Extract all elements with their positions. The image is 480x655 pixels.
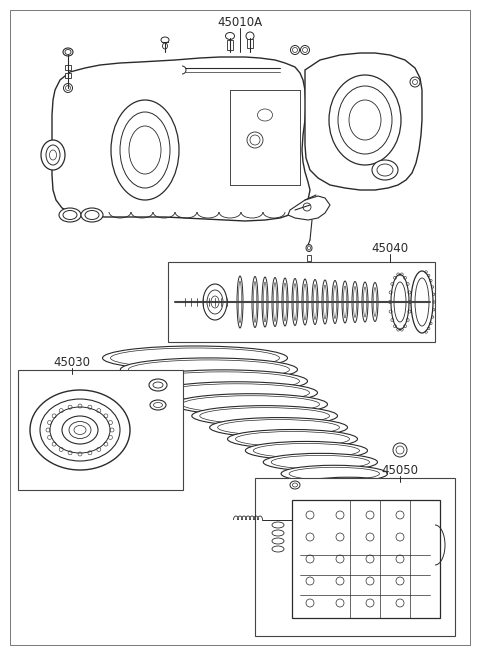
Ellipse shape bbox=[290, 481, 300, 489]
Ellipse shape bbox=[245, 441, 368, 460]
Ellipse shape bbox=[394, 282, 406, 322]
Ellipse shape bbox=[372, 282, 378, 322]
Polygon shape bbox=[305, 53, 422, 190]
Ellipse shape bbox=[282, 278, 288, 326]
Ellipse shape bbox=[391, 274, 409, 329]
Ellipse shape bbox=[237, 276, 243, 328]
Ellipse shape bbox=[41, 140, 65, 170]
Ellipse shape bbox=[138, 370, 308, 392]
Ellipse shape bbox=[192, 405, 337, 426]
Ellipse shape bbox=[272, 546, 284, 552]
Ellipse shape bbox=[161, 37, 169, 43]
Circle shape bbox=[393, 443, 407, 457]
Bar bbox=[292, 500, 440, 618]
Ellipse shape bbox=[329, 75, 401, 165]
Ellipse shape bbox=[163, 43, 168, 49]
Bar bbox=[18, 370, 183, 490]
Bar bbox=[65, 65, 71, 70]
Ellipse shape bbox=[246, 32, 254, 40]
Text: 45030: 45030 bbox=[53, 356, 91, 369]
Polygon shape bbox=[168, 262, 435, 342]
Ellipse shape bbox=[312, 280, 318, 324]
Text: 45040: 45040 bbox=[372, 242, 408, 255]
Ellipse shape bbox=[281, 465, 387, 482]
Ellipse shape bbox=[272, 278, 278, 326]
Ellipse shape bbox=[59, 208, 81, 222]
Ellipse shape bbox=[30, 390, 130, 470]
Ellipse shape bbox=[149, 379, 167, 391]
Polygon shape bbox=[288, 196, 330, 220]
Bar bbox=[307, 255, 311, 261]
Ellipse shape bbox=[120, 358, 298, 381]
Ellipse shape bbox=[174, 394, 327, 415]
Ellipse shape bbox=[81, 208, 103, 222]
Ellipse shape bbox=[63, 83, 72, 92]
Ellipse shape bbox=[306, 244, 312, 252]
Ellipse shape bbox=[63, 48, 73, 56]
Ellipse shape bbox=[300, 45, 310, 54]
Ellipse shape bbox=[322, 280, 328, 324]
Ellipse shape bbox=[252, 276, 258, 328]
Ellipse shape bbox=[40, 399, 120, 461]
Ellipse shape bbox=[292, 278, 298, 326]
Ellipse shape bbox=[352, 282, 358, 322]
Ellipse shape bbox=[335, 501, 418, 515]
Ellipse shape bbox=[226, 33, 235, 39]
Ellipse shape bbox=[103, 346, 288, 370]
Ellipse shape bbox=[272, 538, 284, 544]
Ellipse shape bbox=[150, 400, 166, 410]
Ellipse shape bbox=[263, 453, 377, 471]
Ellipse shape bbox=[332, 280, 338, 324]
Ellipse shape bbox=[411, 271, 433, 333]
Ellipse shape bbox=[228, 430, 358, 449]
Ellipse shape bbox=[362, 282, 368, 322]
Ellipse shape bbox=[156, 382, 317, 403]
Ellipse shape bbox=[290, 45, 300, 54]
Ellipse shape bbox=[299, 477, 397, 493]
Bar bbox=[65, 73, 71, 78]
Bar bbox=[247, 39, 253, 48]
Ellipse shape bbox=[302, 279, 308, 325]
Text: 45010A: 45010A bbox=[217, 16, 263, 29]
Ellipse shape bbox=[203, 284, 227, 320]
Ellipse shape bbox=[272, 522, 284, 528]
Ellipse shape bbox=[342, 281, 348, 323]
Text: 45050: 45050 bbox=[382, 464, 419, 476]
Ellipse shape bbox=[272, 530, 284, 536]
Ellipse shape bbox=[372, 160, 398, 180]
Ellipse shape bbox=[262, 277, 268, 327]
Bar bbox=[227, 40, 233, 50]
Bar bbox=[255, 478, 455, 636]
Ellipse shape bbox=[111, 100, 179, 200]
Ellipse shape bbox=[317, 489, 408, 504]
Circle shape bbox=[410, 77, 420, 87]
Ellipse shape bbox=[210, 418, 348, 438]
Polygon shape bbox=[52, 57, 310, 221]
Ellipse shape bbox=[62, 416, 98, 444]
